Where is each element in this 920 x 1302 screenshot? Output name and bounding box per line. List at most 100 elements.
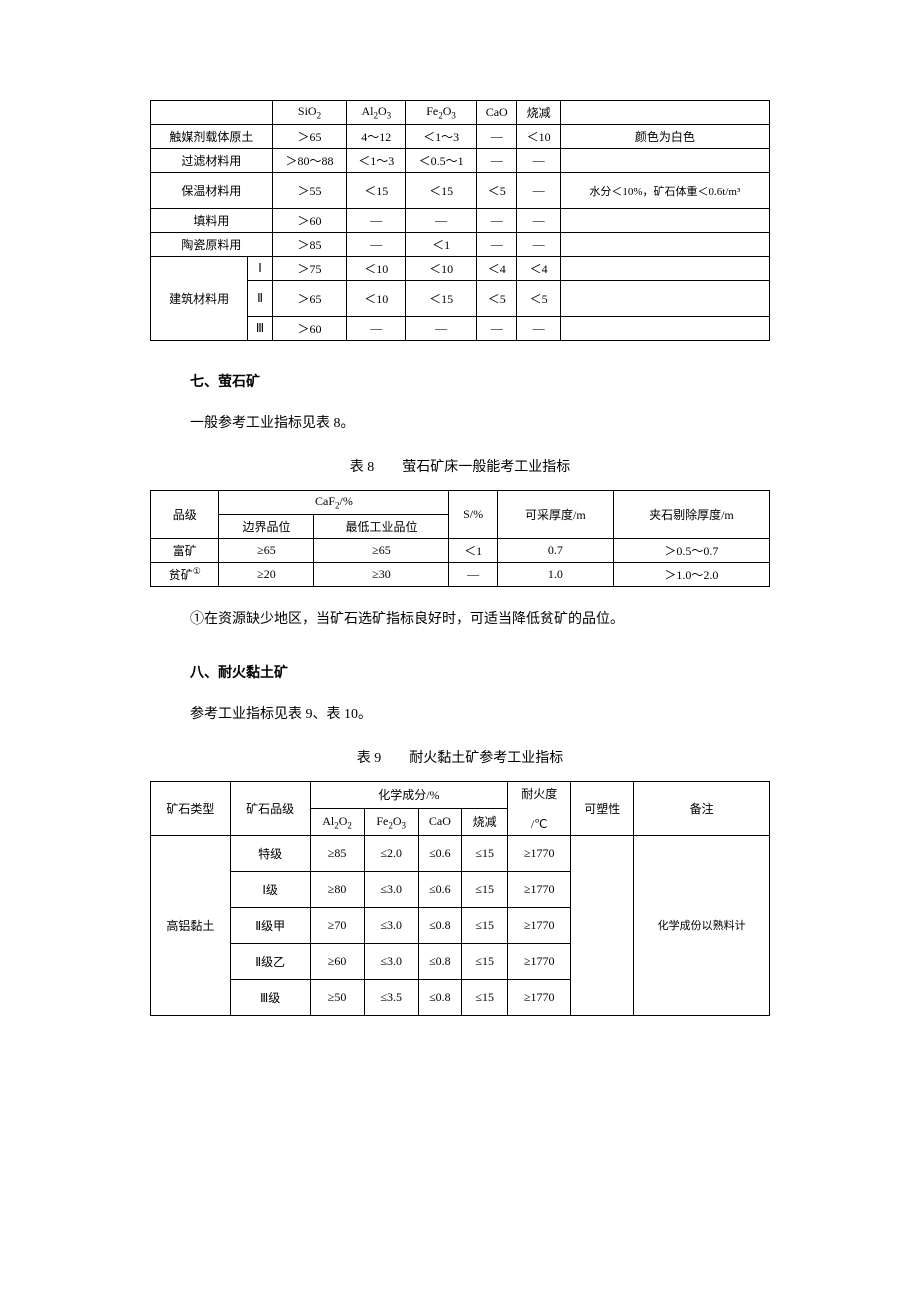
cell: ＜15 — [406, 173, 477, 209]
cell: ≤15 — [462, 871, 508, 907]
table-row: 矿石类型 矿石品级 化学成分/% 耐火度/℃ 可塑性 备注 — [151, 781, 770, 808]
row-label: 触媒剂载体原土 — [151, 125, 273, 149]
text: Al — [322, 814, 334, 828]
cell: ≤3.5 — [364, 979, 418, 1015]
text: CaF — [315, 494, 335, 508]
col-sio2: SiO2 — [272, 101, 347, 125]
table-8-caption: 表 8 萤石矿床一般能考工业指标 — [150, 456, 770, 476]
cell: ＞60 — [272, 209, 347, 233]
text: SiO — [298, 104, 317, 118]
cell: ＜4 — [517, 257, 560, 281]
cell: — — [406, 209, 477, 233]
col-zdpw: 最低工业品位 — [314, 514, 449, 538]
cell: ＜15 — [347, 173, 406, 209]
col-s: S/% — [449, 491, 497, 538]
cell: ＜10 — [406, 257, 477, 281]
text: 耐火度 — [521, 787, 557, 801]
cell: — — [517, 149, 560, 173]
table-row: 填料用 ＞60 — — — — — [151, 209, 770, 233]
col-bjpw: 边界品位 — [219, 514, 314, 538]
cell: — — [517, 233, 560, 257]
cell: ≥1770 — [508, 979, 571, 1015]
cell — [560, 317, 769, 341]
cell: ＞85 — [272, 233, 347, 257]
cell: ＜1 — [449, 538, 497, 562]
sub: 3 — [387, 111, 392, 121]
text: Al — [361, 104, 373, 118]
cell: ≤15 — [462, 943, 508, 979]
cell: — — [347, 233, 406, 257]
cell: ≤15 — [462, 835, 508, 871]
cell: ≥65 — [219, 538, 314, 562]
cell: 颜色为白色 — [560, 125, 769, 149]
cell: ≥30 — [314, 562, 449, 586]
row-label: 陶瓷原料用 — [151, 233, 273, 257]
cell: ≥85 — [310, 835, 364, 871]
cell: ≥65 — [314, 538, 449, 562]
cell: ≥70 — [310, 907, 364, 943]
sub: 3 — [451, 111, 456, 121]
cell: ≤3.0 — [364, 907, 418, 943]
cell — [560, 233, 769, 257]
cell: ≤15 — [462, 979, 508, 1015]
cell: — — [347, 209, 406, 233]
cell: ≥1770 — [508, 835, 571, 871]
table-7: SiO2 Al2O3 Fe2O3 CaO 烧减 触媒剂载体原土 ＞65 4～12… — [150, 100, 770, 341]
cell: — — [449, 562, 497, 586]
cell: — — [476, 149, 517, 173]
table-row: 建筑材料用 Ⅰ ＞75 ＜10 ＜10 ＜4 ＜4 — [151, 257, 770, 281]
table-row: SiO2 Al2O3 Fe2O3 CaO 烧减 — [151, 101, 770, 125]
cell: ≤0.6 — [418, 871, 461, 907]
row-label: 保温材料用 — [151, 173, 273, 209]
cell — [560, 149, 769, 173]
grade-cell: Ⅰ级 — [230, 871, 310, 907]
cell: ≤3.0 — [364, 943, 418, 979]
cell: 水分＜10%，矿石体重＜0.6t/m³ — [560, 173, 769, 209]
col-cao: CaO — [418, 808, 461, 835]
cell: ≤15 — [462, 907, 508, 943]
cell: ＜0.5～1 — [406, 149, 477, 173]
text: 贫矿 — [169, 568, 193, 582]
table-row: 过滤材料用 ＞80～88 ＜1～3 ＜0.5～1 — — — [151, 149, 770, 173]
cell: ≤0.6 — [418, 835, 461, 871]
row-label: 过滤材料用 — [151, 149, 273, 173]
cell: 富矿 — [151, 538, 219, 562]
sub: 3 — [402, 820, 407, 830]
table-row: 高铝黏土 特级 ≥85 ≤2.0 ≤0.6 ≤15 ≥1770 化学成份以熟料计 — [151, 835, 770, 871]
col-chem: 化学成分/% — [310, 781, 508, 808]
cell: ≥1770 — [508, 871, 571, 907]
cell: ≤0.8 — [418, 943, 461, 979]
ksx-cell — [571, 835, 634, 1015]
row-label: 建筑材料用 — [151, 257, 248, 341]
cell: ＞75 — [272, 257, 347, 281]
cell: ＜1～3 — [347, 149, 406, 173]
cell: ＞0.5～0.7 — [613, 538, 769, 562]
cell: ＞65 — [272, 281, 347, 317]
table-row: 富矿 ≥65 ≥65 ＜1 0.7 ＞0.5～0.7 — [151, 538, 770, 562]
sub: 2 — [334, 820, 339, 830]
cell: ≤0.8 — [418, 907, 461, 943]
col-al2o2: Al2O2 — [310, 808, 364, 835]
cell: — — [476, 209, 517, 233]
cell: ≥80 — [310, 871, 364, 907]
table-8: 品级 CaF2/% S/% 可采厚度/m 夹石剔除厚度/m 边界品位 最低工业品… — [150, 490, 770, 586]
cell: ＜10 — [347, 281, 406, 317]
col-fe2o3: Fe2O3 — [406, 101, 477, 125]
cell — [560, 257, 769, 281]
col-note — [560, 101, 769, 125]
col-nhd: 耐火度/℃ — [508, 781, 571, 835]
col-bz: 备注 — [634, 781, 770, 835]
col-shaojian: 烧减 — [517, 101, 560, 125]
cell: ＜1～3 — [406, 125, 477, 149]
cell: — — [406, 317, 477, 341]
cell: ＞65 — [272, 125, 347, 149]
type-cell: 高铝黏土 — [151, 835, 231, 1015]
col-kchd: 可采厚度/m — [497, 491, 613, 538]
cell: ＜10 — [517, 125, 560, 149]
col-grade: 矿石品级 — [230, 781, 310, 835]
cell: ≤0.8 — [418, 979, 461, 1015]
cell: ＜1 — [406, 233, 477, 257]
table-row: 贫矿① ≥20 ≥30 — 1.0 ＞1.0～2.0 — [151, 562, 770, 586]
grade-cell: Ⅱ级甲 — [230, 907, 310, 943]
grade-cell: Ⅲ级 — [230, 979, 310, 1015]
